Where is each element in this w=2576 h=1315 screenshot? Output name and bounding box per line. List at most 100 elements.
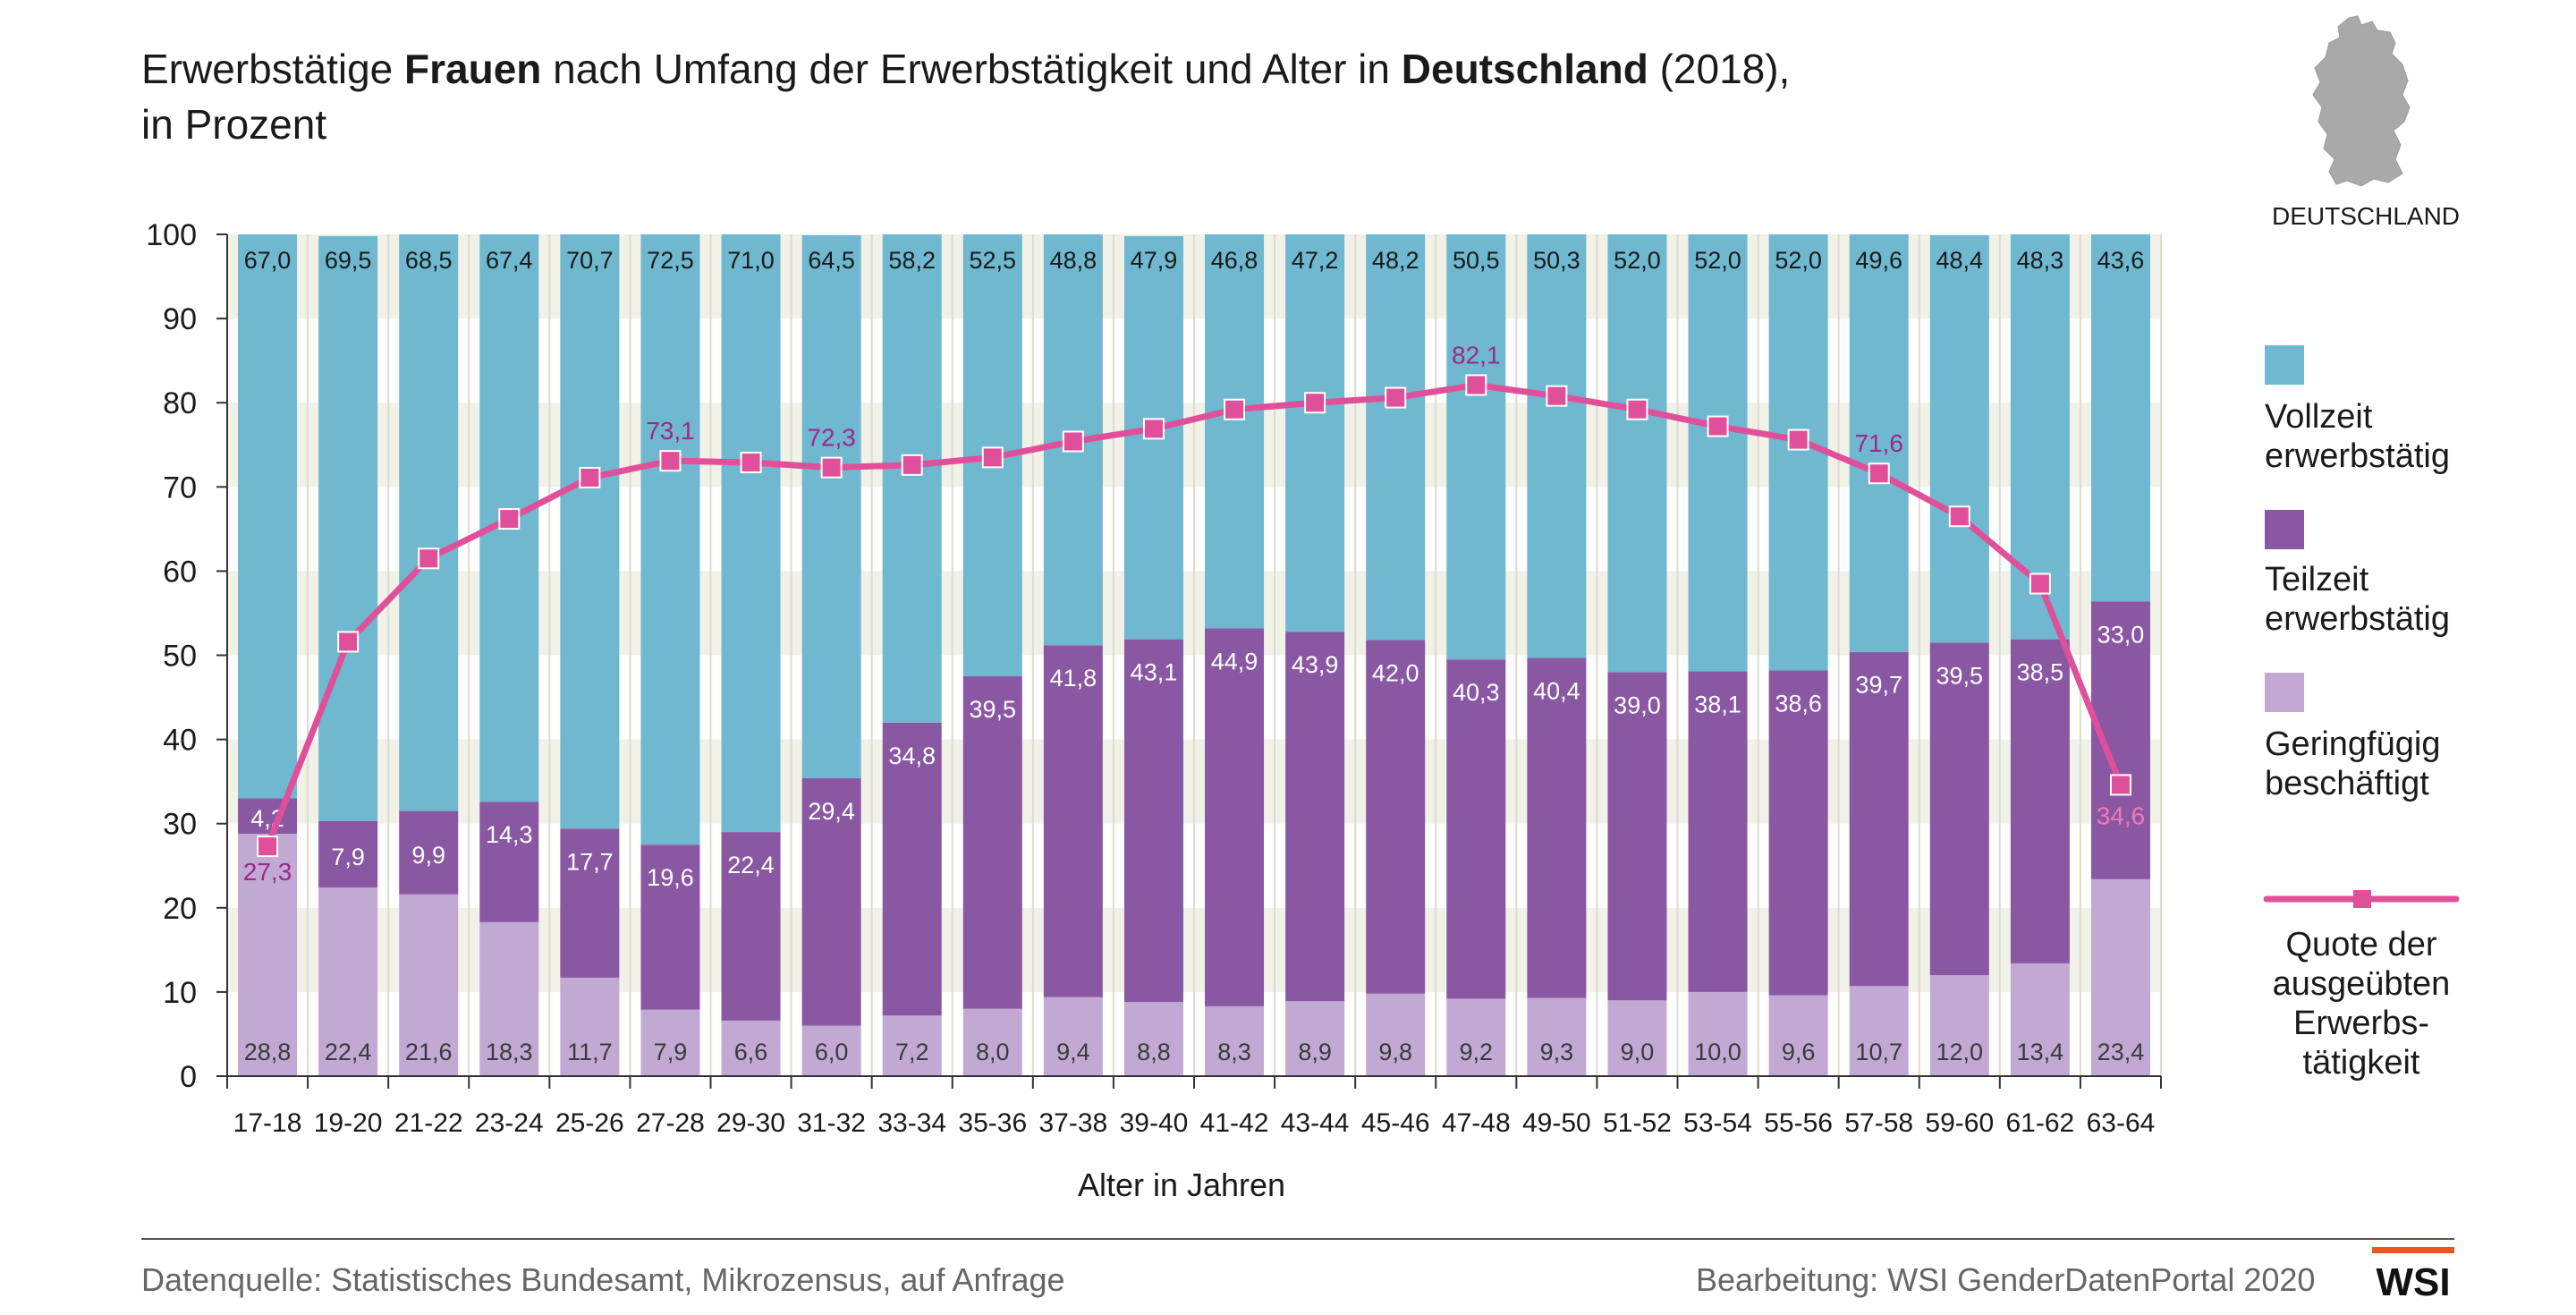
bar-value-label: 44,9 [1211, 648, 1258, 674]
bar-value-label: 9,8 [1378, 1039, 1412, 1065]
bar-value-label: 8,8 [1137, 1039, 1171, 1065]
bar-value-label: 11,7 [567, 1039, 613, 1065]
bar-value-label: 14,3 [486, 821, 533, 848]
bar-geringfuegig [882, 1015, 942, 1076]
bar-value-label: 7,9 [654, 1039, 688, 1065]
y-tick-label: 10 [163, 976, 197, 1010]
bar-value-label: 46,8 [1211, 247, 1258, 274]
quote-marker [1546, 385, 1568, 407]
bar-value-label: 71,0 [727, 247, 775, 274]
bar-value-label: 70,7 [566, 247, 614, 274]
legend-line: Erwerbs- [2292, 1005, 2430, 1042]
quote-marker [1062, 430, 1084, 453]
bar-value-label: 18,3 [486, 1039, 533, 1065]
map-label: DEUTSCHLAND [2272, 202, 2461, 230]
title-line-2: in Prozent [141, 101, 327, 148]
quote-marker [1868, 462, 1890, 485]
bar-vollzeit [1527, 234, 1587, 658]
legend-label-gering: Geringfügig beschäftigt [2265, 725, 2440, 803]
x-tick-label: 37-38 [1039, 1108, 1108, 1138]
wsi-logo: WSI [2372, 1247, 2454, 1304]
bar-value-label: 52,0 [1614, 247, 1661, 274]
bar-vollzeit [640, 234, 700, 845]
title-part: Erwerbstätige [141, 46, 405, 92]
bar-geringfuegig [2010, 963, 2070, 1076]
bar-value-label: 8,9 [1298, 1039, 1332, 1065]
quote-line [257, 374, 2131, 858]
quote-marker [1385, 386, 1407, 409]
bar-vollzeit [1607, 234, 1667, 673]
bar-teilzeit [1849, 651, 1909, 987]
bar-geringfuegig [640, 1009, 700, 1076]
y-tick-label: 90 [163, 302, 197, 336]
quote-marker [337, 631, 360, 653]
bar-value-label: 58,2 [888, 247, 936, 274]
bar-teilzeit [1043, 645, 1103, 997]
quote-marker [2109, 774, 2131, 796]
bar-value-label: 6,0 [815, 1039, 849, 1065]
bar-teilzeit [1205, 628, 1265, 1006]
bar-geringfuegig [1607, 1000, 1667, 1076]
bar-value-label: 7,2 [895, 1039, 929, 1065]
quote-marker [418, 547, 440, 570]
legend-line: ausgeübten [2272, 965, 2451, 1003]
bar-value-label: 9,0 [1621, 1039, 1655, 1065]
bar-vollzeit [399, 234, 459, 811]
quote-line-path [264, 381, 2124, 848]
quote-marker [1465, 374, 1487, 396]
bar-geringfuegig [2090, 878, 2150, 1076]
bar-value-label: 10,0 [1694, 1039, 1741, 1065]
bar-value-label: 10,7 [1855, 1039, 1902, 1065]
title-line-1: Erwerbstätige Frauen nach Umfang der Erw… [141, 41, 1790, 97]
bar-value-label: 67,0 [244, 247, 292, 274]
bar-value-label: 40,4 [1533, 677, 1580, 704]
bar-geringfuegig [1527, 997, 1587, 1076]
bar-vollzeit [1688, 234, 1748, 672]
bar-teilzeit [479, 802, 539, 922]
bar-teilzeit [1607, 672, 1667, 1001]
quote-marker [981, 446, 1004, 469]
bar-value-label: 8,0 [976, 1039, 1010, 1065]
bar-vollzeit [2010, 234, 2070, 640]
bar-teilzeit [962, 676, 1022, 1009]
quote-marker [1707, 415, 1729, 437]
bars [238, 234, 2150, 1076]
quote-marker [901, 454, 923, 476]
bar-value-label: 47,9 [1131, 247, 1178, 274]
quote-marker [659, 450, 682, 472]
title-bold-deutschland: Deutschland [1401, 46, 1648, 92]
bar-value-label: 22,4 [325, 1039, 372, 1065]
quote-value-label: 73,1 [646, 417, 695, 445]
bar-teilzeit [1123, 639, 1183, 1003]
bar-teilzeit [560, 828, 620, 978]
y-tick-label: 60 [163, 555, 197, 589]
bar-teilzeit [640, 844, 700, 1010]
bar-value-label: 72,5 [647, 247, 694, 274]
bar-value-label: 43,6 [2097, 247, 2145, 274]
bar-value-label: 52,0 [1694, 247, 1741, 274]
legend-swatch-teilzeit [2265, 510, 2304, 549]
bar-teilzeit [1446, 659, 1506, 999]
bar-geringfuegig [721, 1020, 781, 1076]
bar-teilzeit [399, 810, 459, 895]
quote-marker [498, 508, 521, 530]
footer-source: Datenquelle: Statistisches Bundesamt, Mi… [141, 1261, 1065, 1298]
quote-marker [257, 836, 279, 858]
bar-geringfuegig [1123, 1002, 1183, 1076]
bar-geringfuegig [1446, 998, 1506, 1076]
bar-geringfuegig [1205, 1005, 1265, 1076]
title-part: (2018), [1648, 46, 1791, 92]
bar-value-label: 39,7 [1855, 672, 1902, 699]
y-tick-label: 100 [146, 218, 197, 252]
quote-value-label: 72,3 [807, 424, 856, 452]
bar-value-label: 39,5 [970, 696, 1017, 723]
bar-vollzeit [1366, 234, 1426, 641]
bar-value-label: 41,8 [1050, 665, 1097, 691]
legend-line: tätigkeit [2302, 1044, 2420, 1082]
quote-marker [1224, 398, 1246, 420]
bar-value-label: 29,4 [808, 798, 855, 825]
x-tick-label: 27-28 [636, 1108, 705, 1138]
legend-label-vollzeit: Vollzeit erwerbstätig [2265, 397, 2450, 476]
axes: 0 10 20 30 40 50 60 70 80 90 100 17-18 19-20 21-22 23-… [146, 218, 2162, 1138]
